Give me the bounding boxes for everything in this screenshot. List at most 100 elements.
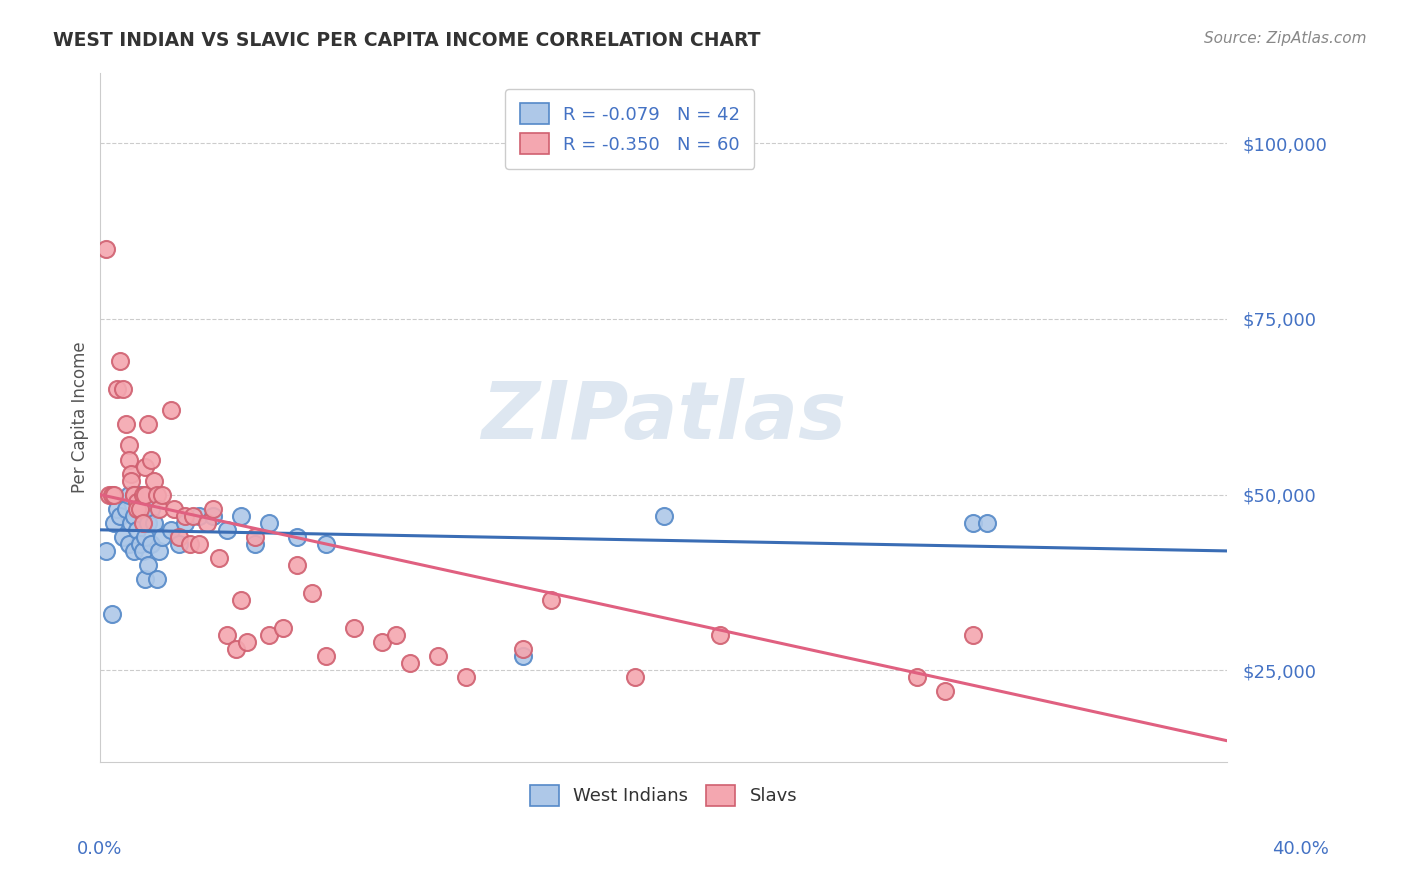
Point bbox=[108, 354, 131, 368]
Text: Source: ZipAtlas.com: Source: ZipAtlas.com bbox=[1204, 31, 1367, 46]
Point bbox=[399, 657, 422, 671]
Point bbox=[131, 488, 153, 502]
Text: ZIPatlas: ZIPatlas bbox=[481, 378, 846, 457]
Point bbox=[134, 572, 156, 586]
Point bbox=[245, 530, 267, 544]
Point bbox=[245, 537, 267, 551]
Point bbox=[315, 537, 337, 551]
Point bbox=[145, 572, 167, 586]
Point bbox=[456, 670, 478, 684]
Point bbox=[114, 417, 136, 432]
Point bbox=[97, 488, 120, 502]
Point bbox=[259, 516, 281, 530]
Point bbox=[173, 508, 195, 523]
Point bbox=[159, 403, 181, 417]
Point bbox=[225, 642, 247, 657]
Point bbox=[145, 488, 167, 502]
Point bbox=[103, 488, 125, 502]
Point bbox=[117, 438, 139, 452]
Point bbox=[122, 508, 145, 523]
Point bbox=[108, 508, 131, 523]
Point bbox=[709, 628, 731, 642]
Point bbox=[131, 516, 153, 530]
Point bbox=[150, 530, 173, 544]
Point bbox=[120, 516, 142, 530]
Point bbox=[905, 670, 928, 684]
Text: WEST INDIAN VS SLAVIC PER CAPITA INCOME CORRELATION CHART: WEST INDIAN VS SLAVIC PER CAPITA INCOME … bbox=[53, 31, 761, 50]
Point bbox=[136, 417, 159, 432]
Point bbox=[962, 516, 984, 530]
Point bbox=[125, 501, 148, 516]
Point bbox=[117, 452, 139, 467]
Point bbox=[315, 649, 337, 664]
Point bbox=[162, 501, 184, 516]
Point bbox=[512, 642, 534, 657]
Point bbox=[94, 544, 117, 558]
Point bbox=[385, 628, 408, 642]
Legend: West Indians, Slavs: West Indians, Slavs bbox=[520, 776, 806, 814]
Point bbox=[287, 530, 309, 544]
Point bbox=[259, 628, 281, 642]
Point bbox=[139, 501, 162, 516]
Point bbox=[273, 621, 295, 635]
Point bbox=[111, 382, 134, 396]
Point bbox=[167, 537, 190, 551]
Point bbox=[100, 607, 122, 622]
Point bbox=[125, 523, 148, 537]
Point bbox=[201, 501, 224, 516]
Point bbox=[134, 530, 156, 544]
Point bbox=[148, 544, 170, 558]
Point bbox=[217, 628, 239, 642]
Point bbox=[371, 635, 394, 649]
Point bbox=[181, 508, 204, 523]
Point bbox=[94, 242, 117, 256]
Point bbox=[187, 508, 209, 523]
Point bbox=[122, 488, 145, 502]
Point bbox=[934, 684, 956, 698]
Point bbox=[179, 537, 201, 551]
Point bbox=[117, 537, 139, 551]
Point bbox=[122, 488, 145, 502]
Point bbox=[100, 488, 122, 502]
Point bbox=[128, 488, 150, 502]
Point bbox=[148, 501, 170, 516]
Text: 40.0%: 40.0% bbox=[1272, 840, 1329, 858]
Point bbox=[287, 558, 309, 572]
Point bbox=[122, 544, 145, 558]
Y-axis label: Per Capita Income: Per Capita Income bbox=[72, 342, 89, 493]
Point bbox=[624, 670, 647, 684]
Point bbox=[217, 523, 239, 537]
Point bbox=[343, 621, 366, 635]
Point bbox=[187, 537, 209, 551]
Point bbox=[117, 488, 139, 502]
Point bbox=[125, 494, 148, 508]
Point bbox=[120, 474, 142, 488]
Point bbox=[134, 459, 156, 474]
Point bbox=[142, 474, 165, 488]
Point bbox=[120, 467, 142, 481]
Point bbox=[301, 586, 323, 600]
Point bbox=[111, 530, 134, 544]
Point bbox=[114, 501, 136, 516]
Point bbox=[142, 516, 165, 530]
Point bbox=[976, 516, 998, 530]
Point bbox=[136, 516, 159, 530]
Point bbox=[512, 649, 534, 664]
Point bbox=[962, 628, 984, 642]
Point bbox=[652, 508, 675, 523]
Point bbox=[540, 593, 562, 607]
Point bbox=[139, 537, 162, 551]
Point bbox=[231, 508, 253, 523]
Point bbox=[201, 508, 224, 523]
Point bbox=[139, 452, 162, 467]
Point bbox=[131, 544, 153, 558]
Point bbox=[173, 516, 195, 530]
Point bbox=[427, 649, 450, 664]
Point bbox=[128, 501, 150, 516]
Point bbox=[128, 537, 150, 551]
Point bbox=[195, 516, 218, 530]
Point bbox=[105, 382, 128, 396]
Point bbox=[134, 488, 156, 502]
Point bbox=[136, 558, 159, 572]
Point bbox=[236, 635, 259, 649]
